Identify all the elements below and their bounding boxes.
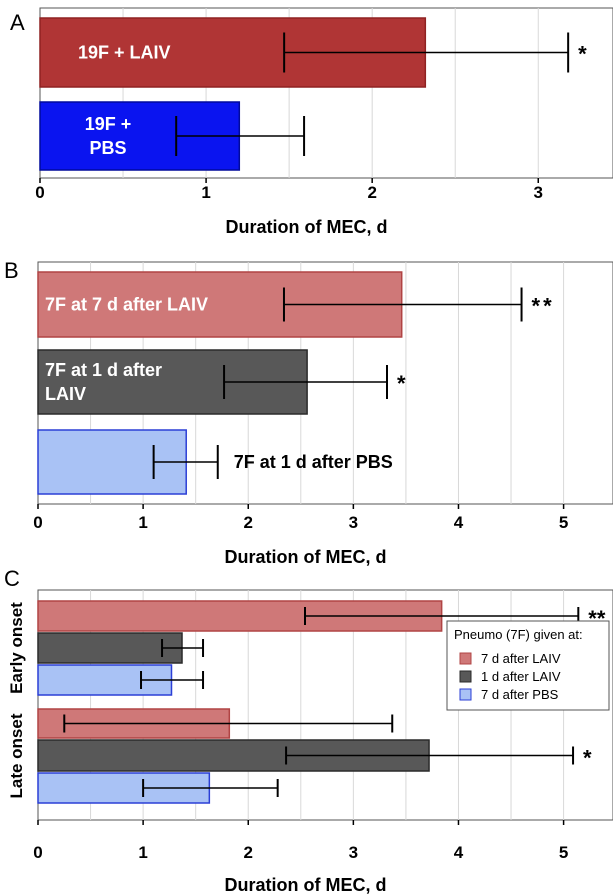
legend-label: 1 d after LAIV <box>481 669 561 684</box>
legend-label: 7 d after PBS <box>481 687 559 702</box>
x-tick-label: 3 <box>349 843 358 862</box>
x-tick-label: 3 <box>534 183 543 202</box>
significance-label: * <box>397 371 409 396</box>
significance-label: * <box>578 42 590 67</box>
x-tick-label: 2 <box>244 513 253 532</box>
category-label: Late onset <box>7 713 26 798</box>
bar-label: 7F at 7 d after LAIV <box>45 295 208 315</box>
bar-label: LAIV <box>45 384 86 404</box>
x-tick-label: 0 <box>33 513 42 532</box>
x-axis-label: Duration of MEC, d <box>225 547 387 567</box>
panel-letter: A <box>10 10 25 35</box>
panel-a: 0 1 2 3 Duration of MEC, d A * 19F + LAIV 19F + P… <box>10 8 613 237</box>
legend-swatch <box>460 689 471 700</box>
bar-label: PBS <box>89 138 126 158</box>
x-tick-label: 1 <box>138 513 147 532</box>
panel-letter: C <box>4 566 20 591</box>
bar <box>38 633 182 663</box>
x-tick-label: 4 <box>454 513 464 532</box>
significance-label: * <box>583 746 592 771</box>
x-tick-label: 2 <box>367 183 376 202</box>
panel-letter: B <box>4 258 19 283</box>
x-tick-label: 1 <box>138 843 147 862</box>
x-tick-label: 2 <box>244 843 253 862</box>
bar-label: 19F + <box>85 114 132 134</box>
bar-label: 7F at 1 d after PBS <box>234 452 393 472</box>
significance-label: ** <box>532 294 555 319</box>
category-label: Early onset <box>7 602 26 694</box>
x-tick-label: 5 <box>559 513 568 532</box>
x-tick-label: 0 <box>35 183 44 202</box>
legend: Pneumo (7F) given at: 7 d after LAIV 1 d a… <box>447 621 609 710</box>
x-tick-label: 3 <box>349 513 358 532</box>
x-tick-label: 5 <box>559 843 568 862</box>
legend-swatch <box>460 653 471 664</box>
legend-title: Pneumo (7F) given at: <box>454 627 583 642</box>
panel-b: 0 1 2 3 4 5 Duration of MEC, d B ** 7F at 7 d aft… <box>4 258 613 567</box>
x-axis-label: Duration of MEC, d <box>225 875 387 895</box>
bar-label: 19F + LAIV <box>78 43 171 63</box>
x-tick-label: 4 <box>454 843 464 862</box>
legend-swatch <box>460 671 471 682</box>
x-axis-label: Duration of MEC, d <box>226 217 388 237</box>
x-tick-label: 1 <box>201 183 210 202</box>
legend-label: 7 d after LAIV <box>481 651 561 666</box>
x-tick-label: 0 <box>33 843 42 862</box>
bar-label: 7F at 1 d after <box>45 360 162 380</box>
